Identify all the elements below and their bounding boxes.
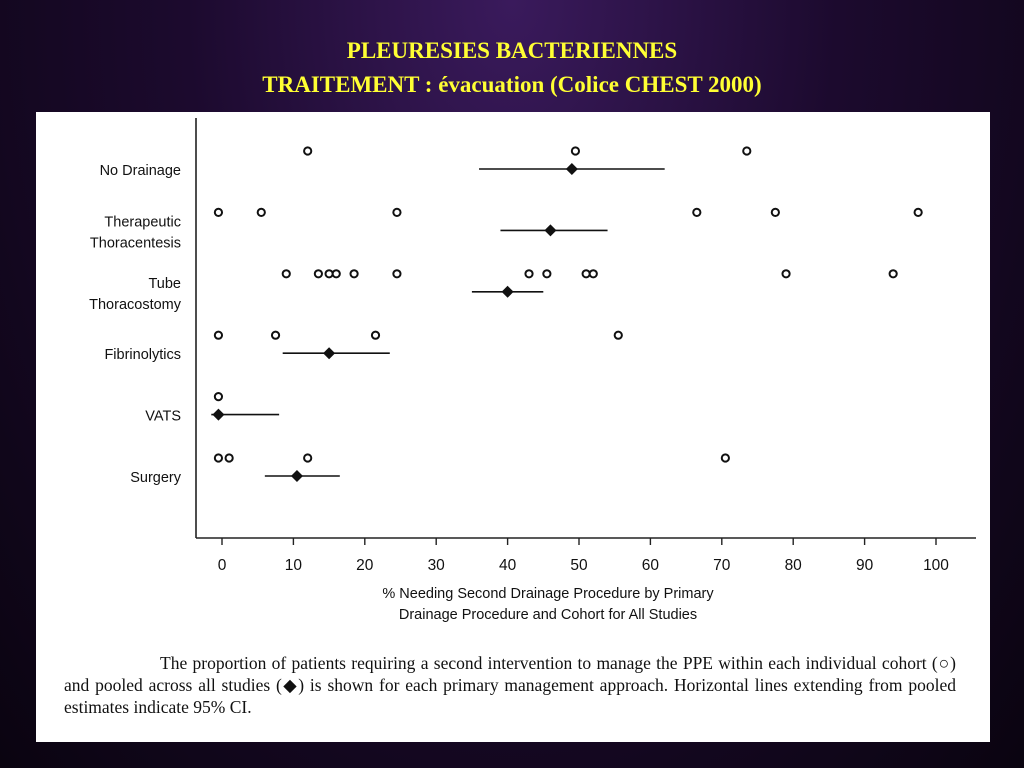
- cohort-point: [313, 269, 323, 279]
- forest-plot-chart: 0 10 20 30 40 50 60 70 80 90 100 % Needing Second D…: [89, 118, 976, 623]
- category-label: Thoracentesis: [90, 235, 181, 251]
- cohort-point: [303, 453, 313, 463]
- cohort-point: [588, 269, 598, 279]
- slide-title-line-2: TRAITEMENT : évacuation (Colice CHEST 20…: [262, 72, 762, 97]
- cohort-point: [213, 207, 224, 218]
- cohort-point: [692, 207, 702, 218]
- x-axis-label-line-2: Drainage Procedure and Cohort for All St…: [399, 607, 697, 623]
- figure-panel: 0 10 20 30 40 50 60 70 80 90 100 % Needing Second D…: [36, 112, 990, 742]
- cohort-point: [324, 269, 334, 279]
- slide-title-line-1: PLEURESIES BACTERIENNES: [346, 38, 678, 63]
- slide-title: PLEURESIES BACTERIENNES TRAITEMENT : éva…: [0, 34, 1024, 102]
- cohort-point: [613, 330, 623, 340]
- category-label: No Drainage: [100, 163, 181, 179]
- x-tick-label: 50: [570, 557, 588, 574]
- cohort-point: [392, 207, 402, 218]
- category-label: Thoracostomy: [89, 297, 182, 313]
- cohort-point: [524, 269, 534, 279]
- cohort-point: [581, 269, 591, 279]
- pooled-estimate-diamond: [565, 163, 578, 175]
- cohort-point: [349, 269, 359, 279]
- x-tick-label: 100: [923, 557, 949, 574]
- cohort-point: [281, 269, 291, 279]
- cohort-point: [213, 453, 224, 463]
- figure-caption: The proportion of patients requiring a s…: [64, 653, 956, 717]
- category-label: Surgery: [130, 470, 182, 486]
- cohort-point: [720, 453, 730, 463]
- cohort-point: [392, 269, 402, 279]
- pooled-estimate-diamond: [544, 224, 557, 237]
- cohort-point: [913, 207, 923, 218]
- cohort-point: [213, 330, 224, 340]
- x-tick-label: 30: [428, 557, 446, 574]
- category-label: VATS: [145, 409, 181, 425]
- category-label: Tube: [148, 276, 181, 292]
- category-label: Fibrinolytics: [104, 347, 181, 363]
- x-tick-label: 40: [499, 557, 517, 574]
- cohort-point: [542, 269, 552, 279]
- cohort-point: [213, 392, 224, 402]
- cohort-point: [256, 207, 266, 218]
- category-label: Therapeutic: [104, 214, 181, 230]
- pooled-estimate-diamond: [323, 347, 336, 360]
- x-tick-label: 70: [713, 557, 731, 574]
- x-tick-label: 20: [356, 557, 374, 574]
- cohort-point: [888, 269, 898, 279]
- x-tick-label: 0: [218, 557, 227, 574]
- x-tick-label: 90: [856, 557, 874, 574]
- cohort-point: [303, 146, 313, 156]
- cohort-point: [770, 207, 780, 218]
- cohort-point: [270, 330, 281, 340]
- cohort-point: [224, 453, 234, 463]
- x-tick-label: 10: [285, 557, 303, 574]
- x-tick-label: 80: [785, 557, 803, 574]
- cohort-point: [370, 330, 381, 340]
- cohort-point: [742, 146, 752, 156]
- cohort-point: [331, 269, 341, 279]
- cohort-point: [781, 269, 791, 279]
- x-tick-label: 60: [642, 557, 660, 574]
- x-axis-label-line-1: % Needing Second Drainage Procedure by P…: [382, 586, 714, 602]
- pooled-estimate-diamond: [290, 470, 303, 482]
- pooled-estimate-diamond: [501, 285, 514, 298]
- cohort-point: [570, 146, 581, 156]
- pooled-estimate-diamond: [212, 408, 225, 421]
